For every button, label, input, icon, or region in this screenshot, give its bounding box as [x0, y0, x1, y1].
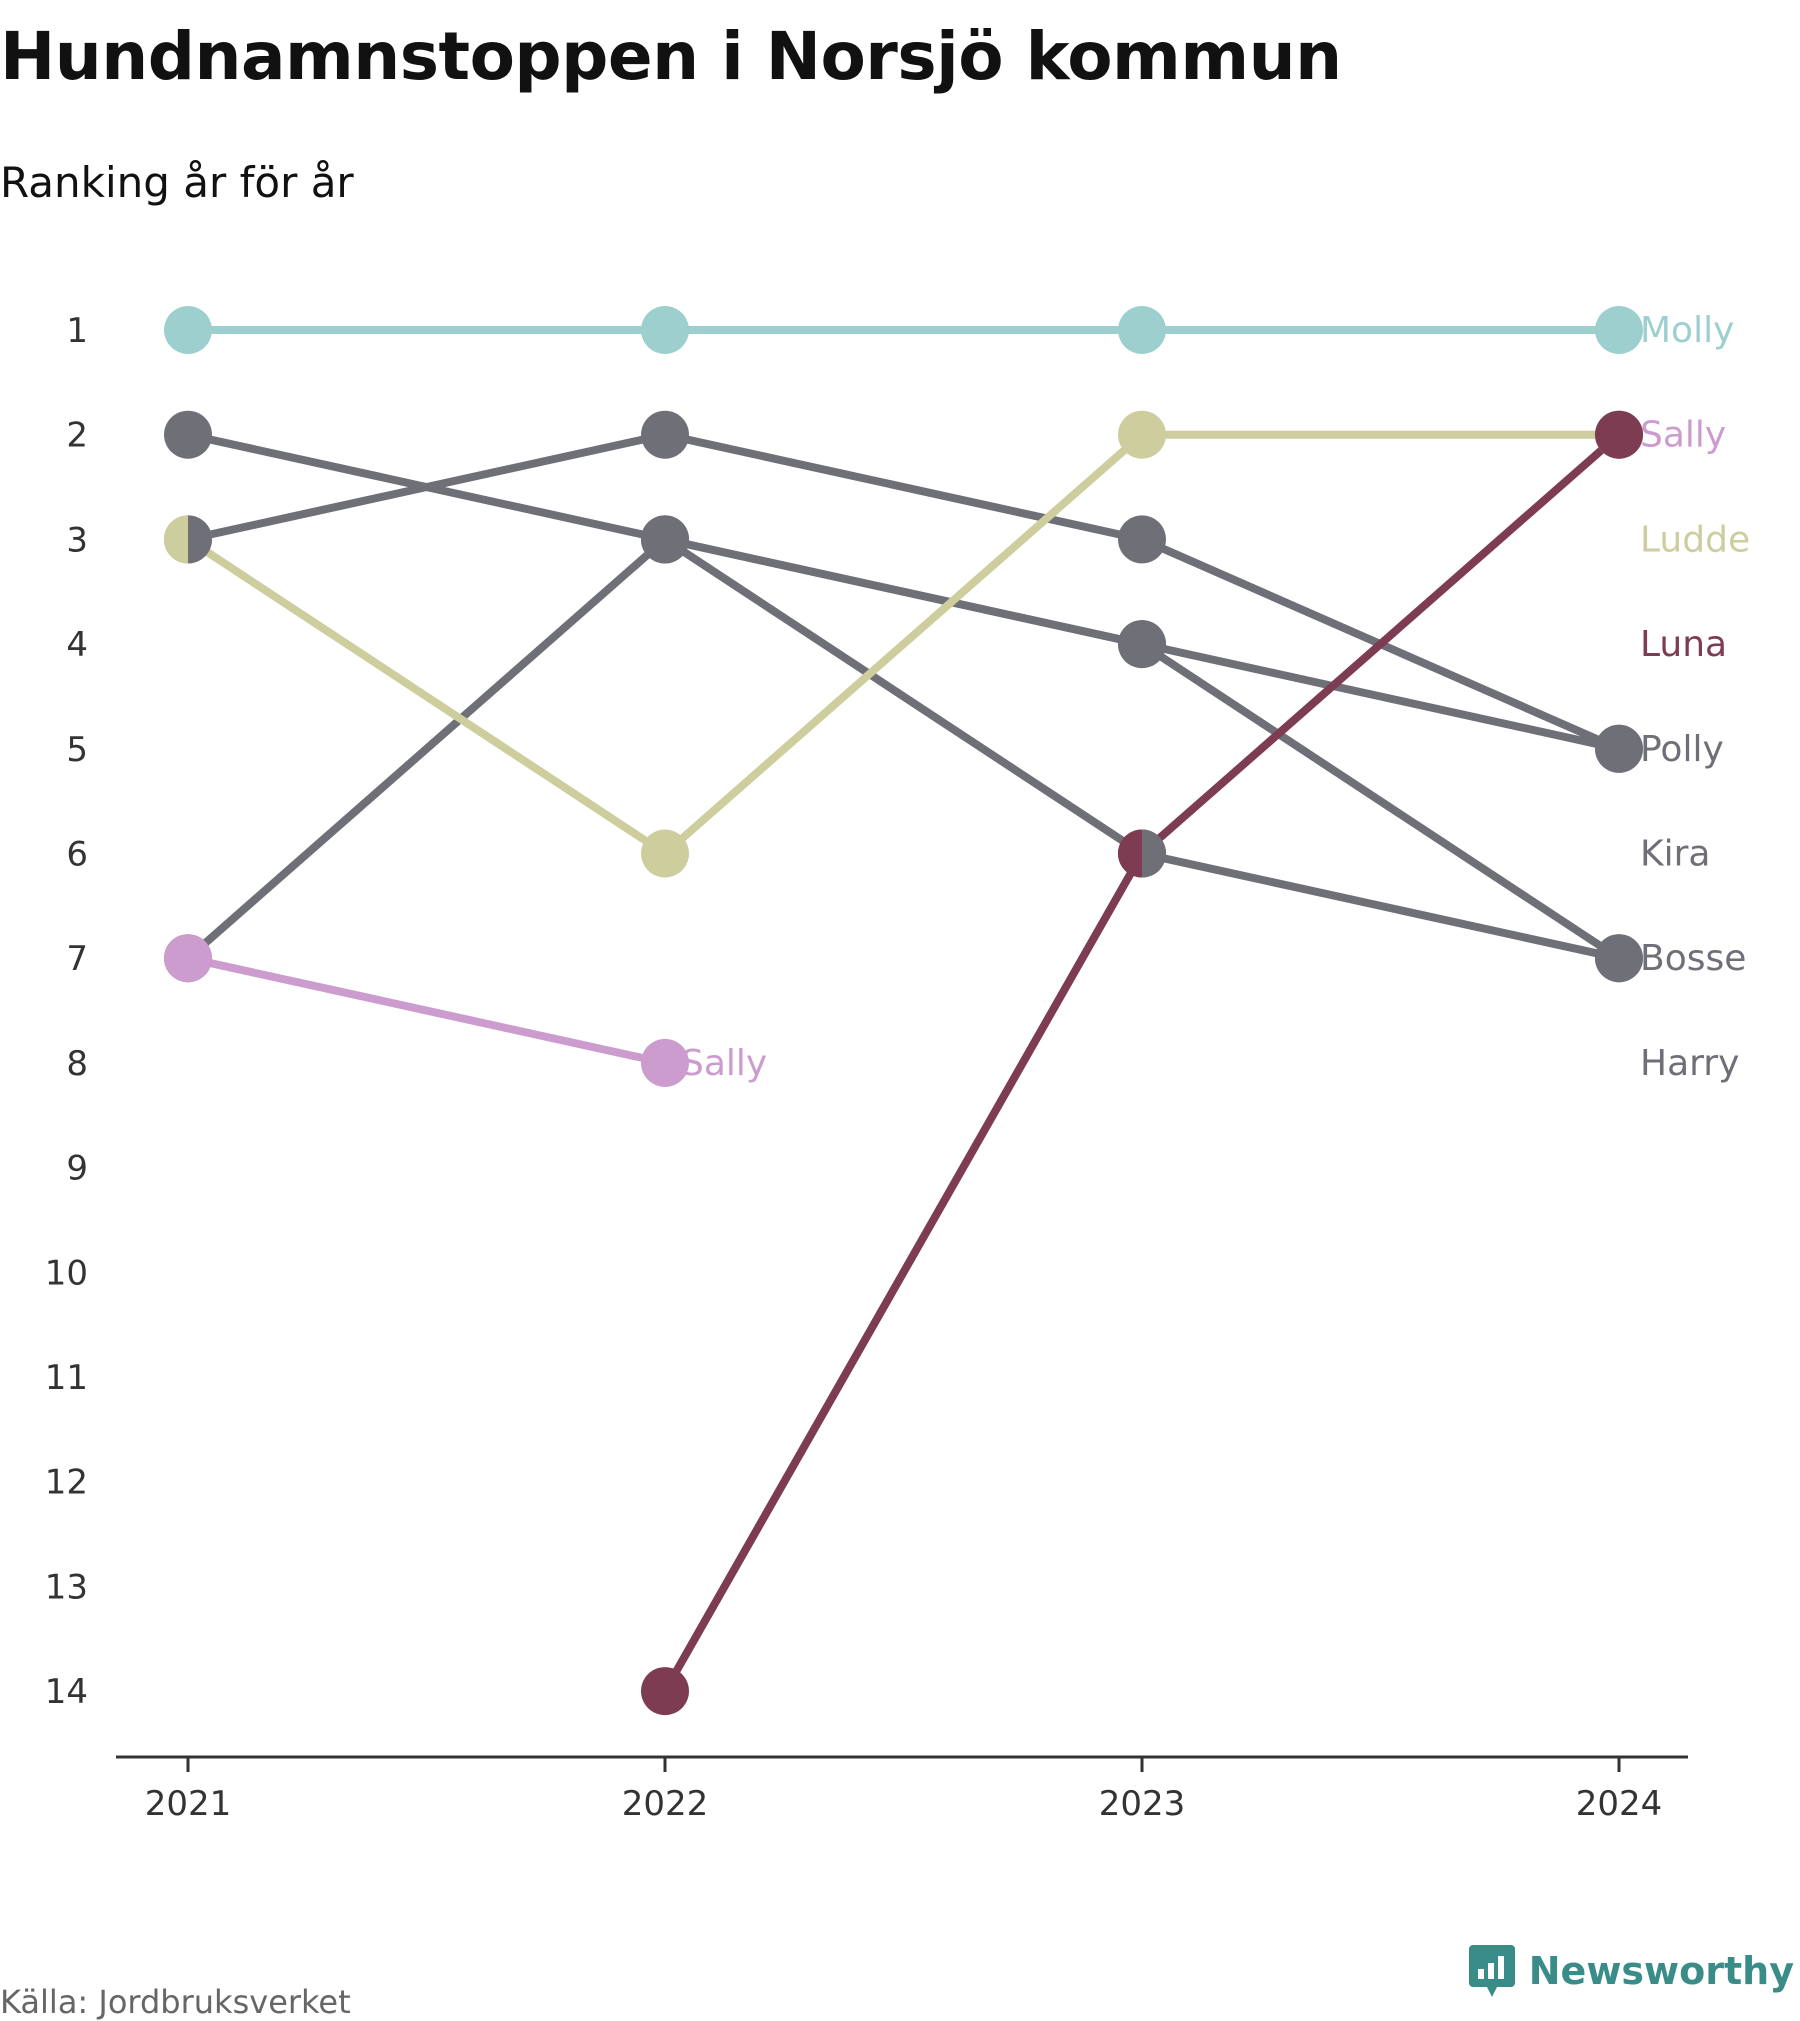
brand-logo: Newsworthy: [1467, 1943, 1794, 1999]
point-luna-2022: [641, 1667, 689, 1716]
y-tick-label-7: 7: [66, 939, 88, 979]
split-point-right: [1142, 829, 1166, 878]
y-tick-label-9: 9: [66, 1149, 88, 1189]
series-lines: [185, 326, 1622, 1694]
mid-label-sally: Sally: [681, 1043, 767, 1084]
point-polly-2021: [164, 410, 212, 459]
end-label-kira: Kira: [1640, 834, 1710, 875]
split-point-left: [1118, 829, 1142, 878]
chart-title: Hundnamnstoppen i Norsjö kommun: [0, 18, 1342, 95]
end-label-molly: Molly: [1640, 310, 1734, 351]
y-tick-label-4: 4: [66, 625, 88, 665]
end-label-bosse: Bosse: [1640, 938, 1746, 979]
series-line-harry-8: [664, 535, 1622, 962]
split-point-right: [188, 515, 213, 564]
series-line-bosse-7: [185, 535, 1620, 963]
end-label-harry: Harry: [1640, 1043, 1739, 1084]
chart-subtitle: Ranking år för år: [0, 158, 354, 207]
point-molly-2023: [1118, 306, 1166, 354]
point-molly-2024: [1595, 306, 1643, 354]
y-tick-label-1: 1: [66, 311, 88, 351]
point-harry-2023: [1118, 620, 1166, 669]
end-label-sally: Sally: [1640, 415, 1726, 456]
y-tick-label-3: 3: [66, 520, 88, 560]
point-harry-2022: [641, 515, 689, 564]
y-tick-label-13: 13: [45, 1567, 88, 1607]
y-tick-label-12: 12: [45, 1463, 88, 1503]
y-tick-label-5: 5: [66, 730, 88, 770]
chart-bubble-icon: [1468, 1945, 1515, 1997]
source-note: Källa: Jordbruksverket: [0, 1983, 351, 2021]
x-axis: 2021 2022 2023 2024: [116, 1755, 1688, 1824]
point-kira-2023: [1118, 515, 1166, 564]
point-luna-2024: [1595, 410, 1643, 459]
end-label-ludde: Ludde: [1640, 519, 1750, 560]
end-label-polly: Polly: [1640, 729, 1724, 770]
point-molly-2022: [641, 306, 689, 354]
end-label-luna: Luna: [1640, 624, 1727, 665]
point-sally-2021: [164, 934, 212, 983]
y-tick-label-6: 6: [66, 835, 88, 875]
x-tick-label-2022: 2022: [622, 1784, 709, 1824]
x-tick-label-2024: 2024: [1576, 1784, 1663, 1824]
point-ludde-2023: [1118, 410, 1166, 459]
x-tick-label-2023: 2023: [1099, 1784, 1186, 1824]
y-tick-label-11: 11: [45, 1358, 88, 1398]
y-tick-label-2: 2: [66, 416, 88, 456]
point-kira-2022: [641, 410, 689, 459]
point-molly-2021: [164, 306, 212, 354]
y-tick-label-8: 8: [66, 1044, 88, 1084]
series-labels: Molly Sally Ludde Luna Polly Kira Bosse Harry Sa…: [681, 310, 1750, 1084]
point-sally-2022: [641, 1038, 689, 1087]
series-line-sally-1: [187, 954, 666, 1067]
point-kira-2024: [1595, 724, 1643, 773]
split-point-left: [164, 515, 188, 564]
y-tick-label-10: 10: [45, 1253, 88, 1293]
point-ludde-2022: [641, 829, 689, 878]
x-tick-label-2021: 2021: [145, 1784, 232, 1824]
brand-name: Newsworthy: [1528, 1949, 1794, 1993]
point-harry-2024: [1595, 934, 1643, 983]
series-line-ludde-3: [185, 430, 1619, 858]
y-tick-label-14: 14: [45, 1672, 88, 1712]
series-points: [164, 306, 1643, 1716]
